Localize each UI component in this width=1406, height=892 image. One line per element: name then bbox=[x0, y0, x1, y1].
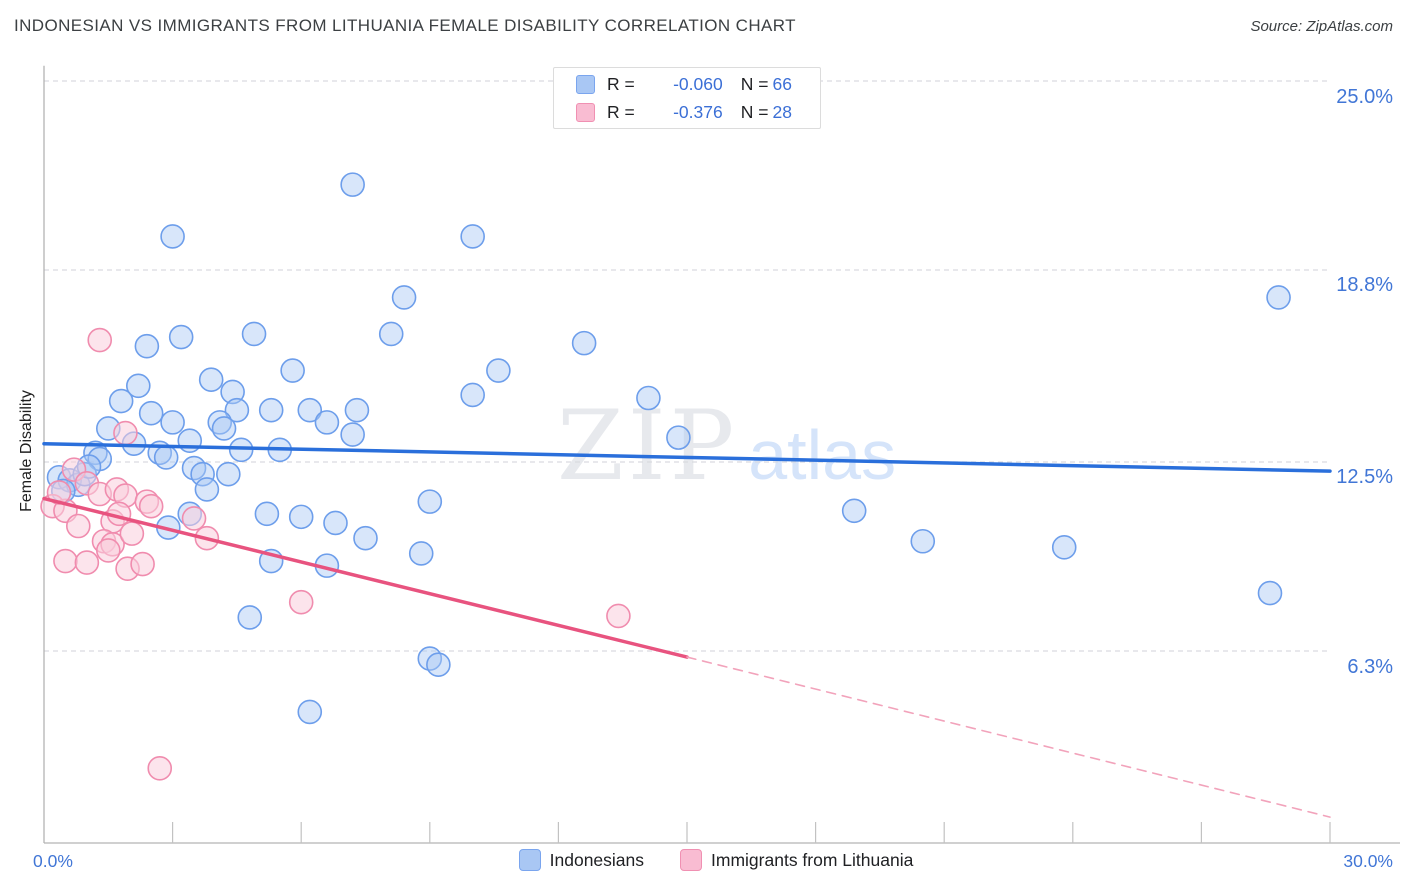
y-tick-label-6-3: 6.3% bbox=[1347, 656, 1393, 678]
indonesians-swatch-icon bbox=[518, 849, 541, 871]
r-label: R = bbox=[607, 73, 635, 94]
y-tick-label-25: 25.0% bbox=[1336, 86, 1393, 108]
pink-series-swatch bbox=[576, 102, 595, 122]
y-tick-label-12-5: 12.5% bbox=[1336, 466, 1393, 488]
y-axis-title: Female Disability bbox=[18, 390, 35, 512]
legend-item-lithuania: Immigrants from Lithuania bbox=[680, 849, 913, 871]
legend-item-label: Immigrants from Lithuania bbox=[711, 849, 914, 870]
x-axis-max-label: 30.0% bbox=[1343, 851, 1393, 871]
legend-item-indonesians: Indonesians bbox=[518, 849, 645, 871]
n-value-lithuania: 28 bbox=[772, 101, 792, 122]
r-value-indonesians: -0.060 bbox=[673, 73, 723, 94]
blue-series-swatch bbox=[576, 74, 595, 94]
x-axis-min-label: 0.0% bbox=[33, 851, 73, 871]
legend-row-lithuania: R = -0.376 N = 28 bbox=[576, 98, 820, 126]
n-value-indonesians: 66 bbox=[772, 73, 792, 94]
legend-row-indonesians: R = -0.060 N = 66 bbox=[576, 70, 820, 98]
lithuania-swatch-icon bbox=[680, 849, 703, 871]
bottom-legend: Indonesians Immigrants from Lithuania bbox=[0, 849, 1406, 871]
legend-box: R = -0.060 N = 66 R = -0.376 N = 28 bbox=[553, 67, 821, 129]
page-title: INDONESIAN VS IMMIGRANTS FROM LITHUANIA … bbox=[14, 16, 796, 35]
source-credit: Source: ZipAtlas.com bbox=[1250, 18, 1393, 35]
r-value-lithuania: -0.376 bbox=[673, 101, 723, 122]
n-label: N = bbox=[740, 73, 769, 94]
legend-item-label: Indonesians bbox=[549, 849, 645, 870]
r-label: R = bbox=[607, 101, 635, 122]
y-tick-label-18-8: 18.8% bbox=[1336, 274, 1393, 296]
n-label: N = bbox=[740, 101, 769, 122]
